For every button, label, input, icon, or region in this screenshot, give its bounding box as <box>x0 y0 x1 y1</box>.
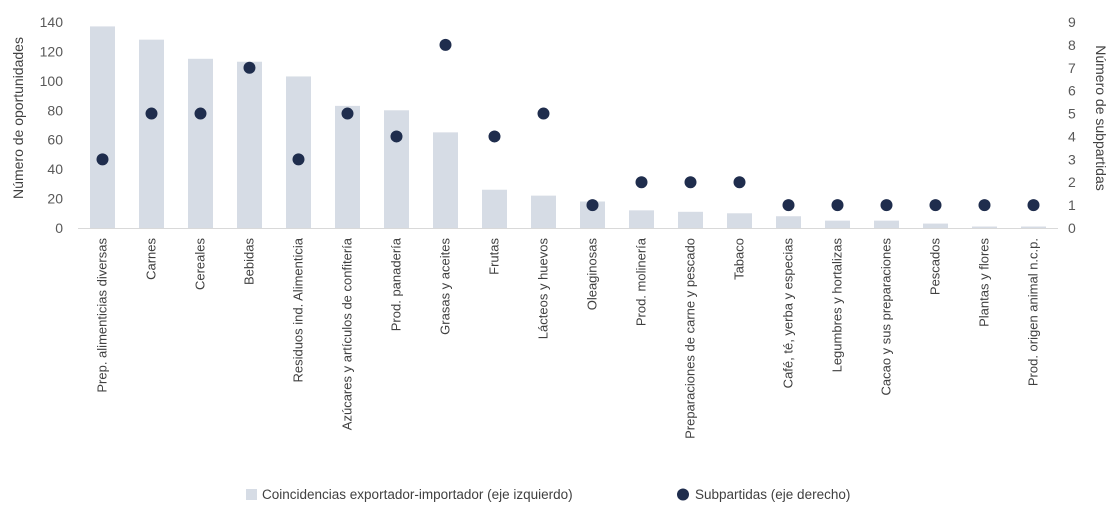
right-tick-3: 3 <box>1068 151 1076 167</box>
category-label-18: Plantas y flores <box>977 238 992 327</box>
dot-13 <box>733 176 746 189</box>
dot-3 <box>243 61 256 74</box>
right-tick-8: 8 <box>1068 37 1076 53</box>
right-tick-7: 7 <box>1068 60 1076 76</box>
bar-7 <box>433 132 458 228</box>
left-axis-title: Número de oportunidades <box>10 37 26 199</box>
category-label-13: Tabaco <box>732 238 747 280</box>
left-axis-ticks: 0 20 40 60 80 100 120 140 <box>40 14 64 236</box>
category-label-19: Prod. origen animal n.c.p. <box>1026 238 1041 386</box>
dot-5 <box>341 107 354 120</box>
left-tick-0: 0 <box>55 220 63 236</box>
category-label-2: Cereales <box>193 238 208 291</box>
category-label-8: Frutas <box>487 238 502 275</box>
category-label-7: Grasas y aceites <box>438 238 453 335</box>
dot-11 <box>635 176 648 189</box>
legend: Coincidencias exportador-importador (eje… <box>246 487 850 502</box>
bar-15 <box>825 220 850 228</box>
bar-0 <box>90 26 115 228</box>
bar-8 <box>482 189 507 228</box>
right-axis-ticks: 0 1 2 3 4 5 6 7 8 9 <box>1068 14 1076 236</box>
dot-19 <box>1027 199 1040 212</box>
bar-6 <box>384 110 409 228</box>
dot-15 <box>831 199 844 212</box>
dot-18 <box>978 199 991 212</box>
bar-4 <box>286 76 311 228</box>
left-tick-7: 140 <box>40 14 64 30</box>
bar-16 <box>874 220 899 228</box>
bar-2 <box>188 58 213 228</box>
category-label-9: Lácteos y huevos <box>536 238 551 340</box>
dot-4 <box>292 153 305 166</box>
right-tick-4: 4 <box>1068 128 1076 144</box>
category-label-16: Cacao y sus preparaciones <box>879 238 894 396</box>
legend-dot-label: Subpartidas (eje derecho) <box>695 487 850 502</box>
right-tick-6: 6 <box>1068 83 1076 99</box>
dot-17 <box>929 199 942 212</box>
category-label-5: Azúcares y artículos de confitería <box>340 237 355 430</box>
category-label-3: Bebidas <box>242 238 257 285</box>
legend-dot-swatch <box>677 488 689 501</box>
dot-14 <box>782 199 795 212</box>
bar-13 <box>727 213 752 228</box>
dot-7 <box>439 38 452 51</box>
left-tick-4: 80 <box>47 102 63 118</box>
right-tick-9: 9 <box>1068 14 1076 30</box>
dot-6 <box>390 130 403 143</box>
dot-0 <box>96 153 109 166</box>
bar-1 <box>139 39 164 228</box>
dot-2 <box>194 107 207 120</box>
bar-3 <box>237 61 262 229</box>
legend-bar-label: Coincidencias exportador-importador (eje… <box>262 487 573 502</box>
left-tick-6: 120 <box>40 43 64 59</box>
dot-series <box>96 38 1040 212</box>
category-label-6: Prod. panadería <box>389 237 404 331</box>
right-axis-title: Número de subpartidas <box>1093 45 1107 191</box>
dot-1 <box>145 107 158 120</box>
bar-19 <box>1021 226 1046 228</box>
category-label-17: Pescados <box>928 238 943 296</box>
bar-12 <box>678 211 703 228</box>
category-label-12: Preparaciones de carne y pescado <box>683 238 698 439</box>
left-tick-2: 40 <box>47 161 63 177</box>
category-label-11: Prod. molinería <box>634 237 649 326</box>
dot-8 <box>488 130 501 143</box>
bar-18 <box>972 226 997 228</box>
category-label-14: Café, té, yerba y especias <box>781 238 796 389</box>
right-tick-0: 0 <box>1068 220 1076 236</box>
category-labels: Prep. alimenticias diversas Carnes Cereale… <box>95 237 1041 439</box>
bar-11 <box>629 210 654 228</box>
bar-17 <box>923 223 948 228</box>
legend-bar-swatch <box>246 489 257 500</box>
bar-5 <box>335 105 360 228</box>
bar-series <box>90 26 1046 229</box>
left-tick-3: 60 <box>47 132 63 148</box>
category-label-0: Prep. alimenticias diversas <box>95 238 110 393</box>
category-label-4: Residuos ind. Alimenticia <box>291 237 306 382</box>
right-tick-2: 2 <box>1068 174 1076 190</box>
category-label-1: Carnes <box>144 238 159 280</box>
category-label-15: Legumbres y hortalizas <box>830 238 845 373</box>
left-tick-5: 100 <box>40 73 64 89</box>
bar-14 <box>776 216 801 228</box>
dot-9 <box>537 107 550 120</box>
category-label-10: Oleaginosas <box>585 238 600 311</box>
left-tick-1: 20 <box>47 191 63 207</box>
bar-9 <box>531 195 556 228</box>
dot-12 <box>684 176 697 189</box>
dot-16 <box>880 199 893 212</box>
right-tick-5: 5 <box>1068 106 1076 122</box>
dot-10 <box>586 199 599 212</box>
right-tick-1: 1 <box>1068 197 1076 213</box>
